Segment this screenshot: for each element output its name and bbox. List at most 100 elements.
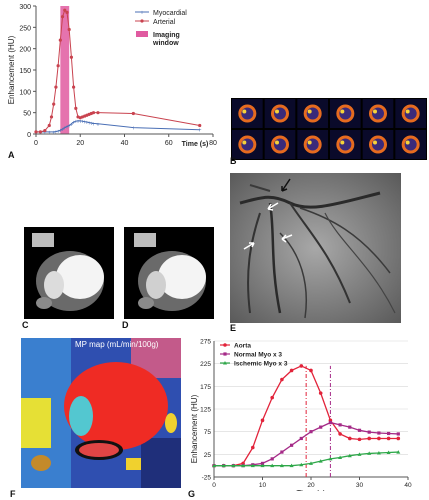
y-tick-label: 275 xyxy=(200,339,211,346)
chart-a: 0 50 100 150 200 250 300 0 20 40 60 80 Enhancement (… xyxy=(7,4,217,148)
data-point xyxy=(91,111,96,115)
data-point xyxy=(279,463,284,468)
hot-spot xyxy=(340,109,345,114)
data-point xyxy=(60,15,65,19)
data-point: + xyxy=(63,126,67,132)
data-point xyxy=(289,463,294,468)
data-point xyxy=(221,463,226,468)
data-point xyxy=(318,459,323,463)
data-point xyxy=(318,391,323,395)
data-point: + xyxy=(59,129,63,135)
y-tick-label: 150 xyxy=(19,68,31,75)
data-point xyxy=(56,64,60,68)
lv-cavity xyxy=(372,107,384,120)
y-tick-label: -25 xyxy=(202,475,212,482)
data-point xyxy=(54,85,58,89)
y-tick-label: 300 xyxy=(19,4,31,11)
legend-label: Ischemic Myo x 3 xyxy=(234,361,288,368)
lv-cavity xyxy=(339,138,352,151)
data-point: + xyxy=(76,119,80,125)
legend-label: Aorta xyxy=(234,343,251,350)
data-point xyxy=(348,436,352,441)
lv-cavity xyxy=(372,138,384,151)
lv-cavity xyxy=(241,138,254,151)
data-point xyxy=(299,462,304,467)
data-point xyxy=(34,130,38,134)
data-point xyxy=(328,421,332,425)
x-tick-label: 0 xyxy=(212,482,216,489)
data-point xyxy=(299,364,304,368)
panel-label-a: A xyxy=(8,150,15,160)
panel-e-angiogram xyxy=(230,173,401,323)
legend-swatch xyxy=(136,31,148,37)
data-point: + xyxy=(85,121,89,127)
panel-label-b: B xyxy=(230,156,237,166)
y-tick-label: 50 xyxy=(23,111,31,118)
data-point xyxy=(131,111,135,116)
legend-label: Imaging xyxy=(153,32,180,39)
data-point xyxy=(386,450,391,455)
data-point: + xyxy=(54,130,58,136)
y-tick-label: 0 xyxy=(27,132,31,139)
data-point xyxy=(396,450,401,454)
y-tick-label: 25 xyxy=(204,452,212,459)
x-tick-label: 80 xyxy=(209,140,217,147)
lv-cavity xyxy=(306,107,319,120)
data-point: + xyxy=(65,125,69,131)
x-tick-label: 10 xyxy=(259,482,267,489)
legend-marker xyxy=(223,361,227,365)
data-point: + xyxy=(132,126,136,132)
x-tick-label: 0 xyxy=(34,140,38,147)
y-tick-label: 100 xyxy=(19,89,31,96)
data-point xyxy=(396,436,401,441)
legend-label: Normal Myo x 3 xyxy=(234,352,282,359)
series-line xyxy=(214,451,399,467)
x-tick-label: 40 xyxy=(404,482,412,489)
lv-cavity xyxy=(306,138,319,151)
hot-spot xyxy=(405,109,410,114)
data-point xyxy=(338,432,342,436)
hot-spot xyxy=(340,140,345,145)
data-point xyxy=(376,450,381,455)
data-point: + xyxy=(92,122,96,128)
data-point xyxy=(38,130,43,134)
data-point: + xyxy=(61,127,65,133)
data-point xyxy=(319,425,323,429)
legend-marker xyxy=(223,343,227,347)
data-point xyxy=(67,27,71,32)
data-point xyxy=(47,123,51,128)
data-point xyxy=(347,453,352,458)
data-point: + xyxy=(74,120,78,126)
lv-cavity xyxy=(274,107,286,120)
data-point: + xyxy=(78,119,82,125)
panel-f-perfusion-map: MP map (mL/min/100g) xyxy=(21,338,181,488)
data-point xyxy=(212,463,216,468)
data-point xyxy=(58,38,62,42)
data-point xyxy=(299,436,303,441)
series-line xyxy=(36,120,200,133)
x-axis-label: Time (s) xyxy=(296,489,325,491)
legend-marker xyxy=(223,352,227,356)
data-point xyxy=(396,432,400,436)
lv-cavity xyxy=(404,107,417,120)
data-point: + xyxy=(70,122,74,128)
data-point xyxy=(231,463,236,468)
panel-label-c: C xyxy=(22,320,29,330)
data-point xyxy=(348,425,352,429)
chart-g: -25 25 75 125 175 225 275 0 10 20 30 40 Enhancement … xyxy=(190,339,412,499)
panel-b-image xyxy=(231,98,427,160)
data-point xyxy=(328,456,333,461)
data-point xyxy=(367,451,372,455)
x-tick-label: 60 xyxy=(165,140,173,147)
data-point xyxy=(65,10,69,14)
x-tick-label: 20 xyxy=(76,140,84,147)
data-point xyxy=(377,436,381,441)
legend-marker: + xyxy=(140,11,144,17)
data-point xyxy=(96,111,100,115)
panel-g: -25 25 75 125 175 225 275 0 10 20 30 40 Enhancement … xyxy=(190,333,419,499)
arrow-icon xyxy=(281,234,293,243)
data-point xyxy=(74,106,78,110)
arrow-icon xyxy=(281,178,291,192)
hot-spot xyxy=(373,109,377,114)
panel-label-e: E xyxy=(230,323,237,333)
